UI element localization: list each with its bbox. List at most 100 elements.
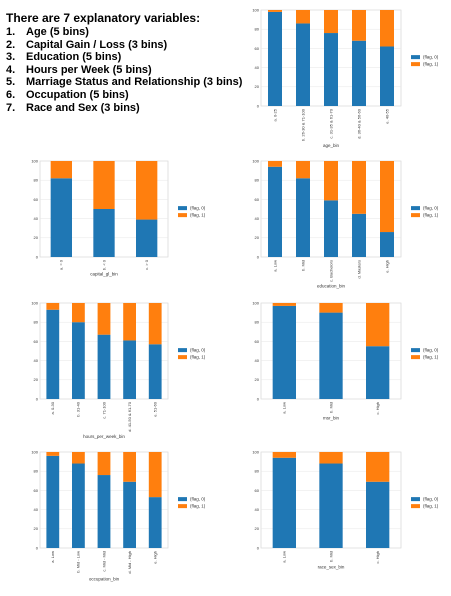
x-axis-label: education_bin <box>317 284 346 289</box>
bar-flag-0 <box>324 33 338 106</box>
x-tick-label: b. 31-40 <box>76 401 81 416</box>
bar-flag-1 <box>123 452 136 482</box>
bar-flag-1 <box>366 303 390 347</box>
bar-flag-0 <box>380 232 394 257</box>
bar-flag-1 <box>93 161 115 209</box>
education-bin-chart: 0 20 40 60 80 100 a. Low b. Mid c. Bachelors d. M… <box>252 158 439 289</box>
bar-flag-0 <box>352 40 366 106</box>
y-tick-label: 20 <box>255 235 260 240</box>
legend-label: (flag, 1) <box>190 355 206 360</box>
y-tick-label: 0 <box>257 545 260 550</box>
bar-flag-1 <box>268 161 282 167</box>
y-tick-label: 100 <box>252 449 259 454</box>
legend-label: (flag, 0) <box>423 55 439 60</box>
bar-flag-0 <box>268 11 282 107</box>
y-tick-label: 40 <box>255 65 260 70</box>
legend-label: (flag, 0) <box>423 497 439 502</box>
bar-flag-0 <box>97 334 111 399</box>
legend-swatch <box>411 206 420 211</box>
bar-flag-1 <box>72 452 85 464</box>
legend-label: (flag, 1) <box>190 504 206 509</box>
bar-flag-1 <box>296 161 310 179</box>
bar-flag-1 <box>268 10 282 12</box>
bar-flag-0 <box>296 178 310 257</box>
y-tick-label: 80 <box>255 178 260 183</box>
variable-list-item: 1. Age (5 bins) <box>6 26 221 39</box>
race-sex-bin-chart: 0 20 40 60 80 100 a. Low b. Mid c. High race_sex_… <box>252 449 439 569</box>
legend-swatch <box>178 355 187 360</box>
bar-flag-1 <box>97 303 111 335</box>
variable-list-item: 6. Occupation (5 bins) <box>6 89 221 102</box>
y-tick-label: 20 <box>34 235 39 240</box>
list-number: 6. <box>6 88 16 101</box>
list-text: Hours per Week (5 bins) <box>26 63 152 76</box>
list-number: 5. <box>6 76 16 89</box>
legend-label: (flag, 0) <box>423 348 439 353</box>
age-bin-chart: 0 20 40 60 80 100 a. 0-25 b. 26-30 & 71-100 c. 3… <box>252 7 439 147</box>
bar-flag-0 <box>352 213 366 257</box>
bar-flag-0 <box>324 200 338 257</box>
bar-flag-1 <box>97 452 111 476</box>
x-tick-label: a. Low <box>50 551 55 563</box>
y-tick-label: 40 <box>255 358 260 363</box>
x-tick-label: d. 41-50 & 61-70 <box>127 401 132 432</box>
bar-flag-0 <box>380 46 394 106</box>
legend-swatch <box>411 497 420 502</box>
y-tick-label: 20 <box>34 377 39 382</box>
variable-list-item: 3. Education (5 bins) <box>6 51 221 64</box>
y-tick-label: 100 <box>252 158 259 163</box>
x-axis-label: hours_per_week_bin <box>83 434 125 439</box>
x-tick-label: c. 31-35 & 61-70 <box>328 108 333 138</box>
bar-flag-1 <box>272 303 296 306</box>
hours-per-week-bin-chart: 0 20 40 60 80 100 a. 0-30 b. 31-40 c. 71-100 d. 4… <box>31 300 206 439</box>
y-tick-label: 20 <box>255 84 260 89</box>
y-tick-label: 40 <box>255 507 260 512</box>
variable-list-item: 4. Hours per Week (5 bins) <box>6 64 221 77</box>
y-tick-label: 80 <box>255 320 260 325</box>
y-tick-label: 80 <box>34 320 39 325</box>
list-number: 1. <box>6 26 16 38</box>
y-tick-label: 60 <box>255 46 260 51</box>
x-tick-label: e. 40-55 <box>384 108 389 123</box>
list-text: Capital Gain / Loss (3 bins) <box>26 38 168 51</box>
bar-flag-0 <box>93 209 115 257</box>
bar-flag-1 <box>50 161 72 179</box>
bar-flag-0 <box>366 481 390 548</box>
list-text: Age (5 bins) <box>26 26 89 38</box>
y-tick-label: 40 <box>255 216 260 221</box>
x-tick-label: e. High <box>153 551 158 564</box>
bar-flag-0 <box>148 497 162 548</box>
bar-flag-1 <box>72 303 85 323</box>
legend-label: (flag, 0) <box>190 206 206 211</box>
x-tick-label: e. 51-60 <box>153 401 158 416</box>
legend-label: (flag, 0) <box>190 497 206 502</box>
msr-bin-chart: 0 20 40 60 80 100 a. Low b. Mid c. High msr_bin (f… <box>252 300 439 420</box>
y-tick-label: 60 <box>34 488 39 493</box>
legend-swatch <box>411 62 420 67</box>
bar-flag-0 <box>136 219 158 257</box>
legend-label: (flag, 1) <box>423 355 439 360</box>
x-axis-label: occupation_bin <box>89 577 120 582</box>
capital-gl-bin-chart: 0 20 40 60 80 100 a. = 0 b. < 0 c. > 0 capital_gl… <box>31 158 206 276</box>
bar-flag-1 <box>148 452 162 498</box>
x-tick-label: a. = 0 <box>59 259 64 270</box>
x-tick-label: a. 0-30 <box>50 401 55 414</box>
x-tick-label: b. < 0 <box>101 259 106 270</box>
bar-flag-1 <box>272 452 296 458</box>
bar-flag-1 <box>46 452 60 456</box>
intro-title: There are 7 explanatory variables: <box>6 11 201 25</box>
legend-label: (flag, 1) <box>423 213 439 218</box>
y-tick-label: 60 <box>255 488 260 493</box>
x-tick-label: c. Bachelors <box>328 260 333 282</box>
x-axis-label: capital_gl_bin <box>90 271 118 276</box>
list-number: 2. <box>6 38 16 51</box>
y-tick-label: 80 <box>34 469 39 474</box>
y-tick-label: 60 <box>34 339 39 344</box>
y-tick-label: 60 <box>34 197 39 202</box>
y-tick-label: 100 <box>252 300 259 305</box>
x-tick-label: d. 36-40 & 56-60 <box>356 108 361 139</box>
bar-flag-1 <box>380 161 394 233</box>
bar-flag-0 <box>123 340 136 399</box>
bar-flag-0 <box>123 481 136 548</box>
legend-swatch <box>411 348 420 353</box>
